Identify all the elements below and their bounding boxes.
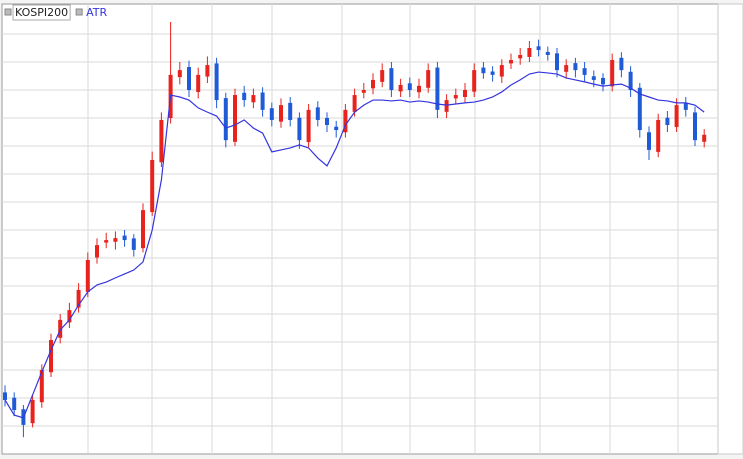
legend-swatch: [4, 8, 12, 16]
candle-body: [555, 53, 559, 71]
candle-body: [49, 340, 53, 373]
candle-body: [159, 119, 164, 163]
candle-body: [334, 126, 339, 131]
candle-body: [463, 90, 467, 97]
candle-body: [76, 289, 81, 308]
candle-body: [536, 46, 541, 50]
legend-label: ATR: [86, 6, 107, 19]
candle-body: [361, 90, 366, 93]
candle-body: [196, 74, 201, 92]
candle-body: [67, 310, 72, 323]
candle-body: [242, 92, 247, 101]
candle-body: [131, 238, 136, 250]
candle-body: [325, 118, 329, 125]
candle-body: [619, 57, 624, 71]
candle-body: [288, 102, 293, 120]
candle-body: [39, 370, 44, 403]
candle-body: [113, 238, 118, 242]
candle-body: [95, 245, 99, 258]
candle-body: [481, 67, 486, 74]
candle-body: [564, 65, 569, 72]
candle-body: [407, 83, 412, 90]
candle-body: [426, 70, 431, 88]
candle-body: [509, 60, 513, 64]
candle-body: [499, 65, 504, 77]
candle-body: [665, 117, 670, 125]
candle-body: [30, 399, 35, 424]
candle-body: [214, 63, 219, 101]
candle-body: [315, 107, 320, 120]
legend-box: [12, 4, 71, 21]
candle-body: [187, 67, 191, 90]
candle-body: [702, 134, 707, 142]
candle-body: [141, 210, 145, 249]
candle-body: [12, 397, 17, 411]
candle-body: [656, 119, 661, 152]
candle-body: [647, 132, 651, 150]
candle-body: [306, 109, 311, 143]
marks: [3, 21, 707, 438]
candle-body: [545, 51, 550, 55]
candle-body: [582, 68, 587, 75]
grid: [2, 33, 718, 427]
candle-body: [591, 76, 596, 80]
candle-body: [610, 60, 615, 87]
candle-body: [352, 95, 357, 112]
candle-body: [150, 160, 155, 213]
candle-body: [389, 68, 394, 90]
legend: KOSPI200 ATR: [4, 4, 108, 21]
candle-body: [601, 77, 605, 85]
candle-body: [637, 87, 642, 131]
candle-body: [490, 71, 495, 75]
candle-body: [3, 392, 7, 400]
candle-body: [435, 67, 440, 110]
candle-body: [297, 117, 302, 141]
candle-body: [518, 55, 523, 59]
candle-body: [472, 70, 477, 92]
candle-body: [260, 92, 265, 110]
candle-body: [85, 259, 90, 292]
candle-body: [444, 100, 449, 112]
candle-body: [233, 95, 237, 142]
candle-body: [573, 63, 578, 71]
candle-body: [251, 95, 256, 103]
plot-area: [1, 3, 719, 455]
candle-body: [269, 108, 274, 120]
candle-body: [343, 109, 348, 133]
candle-body: [122, 235, 127, 241]
candle-body: [674, 105, 679, 127]
candle-body: [104, 240, 109, 243]
legend-label: KOSPI200: [15, 6, 68, 19]
atr-line: [4, 71, 705, 419]
candle-body: [177, 70, 182, 78]
legend-swatch: [75, 8, 83, 16]
candle-body: [453, 95, 458, 99]
candle-body: [398, 84, 403, 92]
axis-panel: [717, 3, 743, 455]
candle-body: [371, 79, 375, 89]
candle-body: [527, 48, 532, 57]
candle-body: [58, 319, 63, 338]
candle-body: [380, 70, 385, 82]
candle-body: [628, 71, 633, 90]
candle-body: [279, 105, 283, 122]
candle-body: [223, 98, 228, 141]
candle-body: [417, 85, 421, 93]
candle-body: [683, 103, 688, 110]
candle-body: [205, 65, 210, 77]
candle-body: [693, 112, 697, 141]
